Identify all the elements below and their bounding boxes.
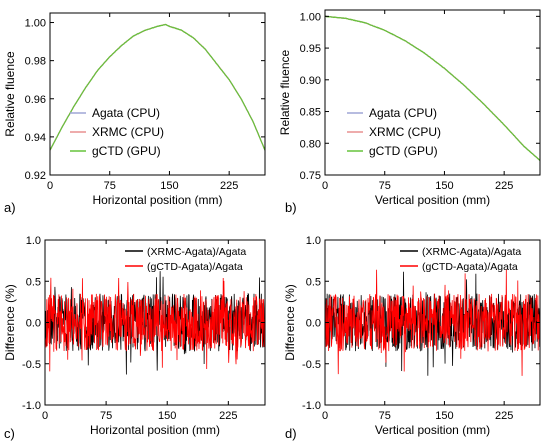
x-tick-label: 0 [42, 410, 48, 422]
x-axis-label: Horizontal position (mm) [90, 423, 220, 437]
legend-entry: (XRMC-Agata)/Agata [147, 246, 246, 258]
y-tick-label: 0.94 [25, 132, 46, 144]
panel-d: 0 75 150 225 -1.0 -0.5 0.0 0.5 1.0 Vertical posit… [283, 235, 541, 441]
y-axis-label: Relative fluence [278, 49, 292, 135]
x-tick-label: 225 [220, 180, 238, 192]
x-tick-label: 75 [379, 410, 391, 422]
y-tick-label: -0.5 [302, 359, 321, 371]
x-tick-label: 150 [435, 410, 453, 422]
y-tick-label: 0.85 [300, 107, 321, 119]
x-tick-label: 225 [495, 410, 513, 422]
y-tick-label: 1.00 [300, 11, 321, 23]
panel-c: 0 75 150 225 -1.0 -0.5 0.0 0.5 1.0 Horizontal pos… [3, 235, 266, 441]
panel-a: 0 75 150 225 0.92 0.94 0.96 0.98 1.00 Horizontal … [3, 12, 266, 215]
y-tick-label: 1.00 [25, 18, 46, 30]
legend: (XRMC-Agata)/Agata (gCTD-Agata)/Agata [125, 246, 246, 273]
series-group [325, 15, 540, 162]
y-tick-label: 0.75 [300, 170, 321, 182]
y-axis-label: Difference (%) [3, 284, 17, 360]
panel-label: c) [4, 426, 15, 441]
series-line-a-2 [50, 23, 265, 151]
x-tick-label: 150 [158, 410, 176, 422]
x-tick-label: 0 [322, 410, 328, 422]
legend-entry: gCTD (GPU) [369, 144, 438, 158]
y-tick-label: 0.0 [306, 318, 321, 330]
y-tick-label: 0.90 [300, 75, 321, 87]
legend-entry: gCTD (GPU) [92, 144, 161, 158]
legend: Agata (CPU) XRMC (CPU) gCTD (GPU) [347, 106, 441, 158]
y-tick-label: 0.95 [300, 43, 321, 55]
y-tick-label: -1.0 [22, 400, 41, 412]
x-tick-label: 150 [160, 180, 178, 192]
y-tick-label: 0.0 [26, 318, 41, 330]
y-axis-label: Difference (%) [283, 284, 297, 360]
y-tick-label: 1.0 [26, 235, 41, 247]
x-tick-label: 0 [47, 180, 53, 192]
legend-entry: Agata (CPU) [92, 106, 160, 120]
x-tick-label: 75 [104, 180, 116, 192]
legend-entry: XRMC (CPU) [92, 125, 164, 139]
x-tick-label: 225 [495, 180, 513, 192]
x-tick-label: 150 [435, 180, 453, 192]
y-tick-label: 0.98 [25, 56, 46, 68]
y-tick-label: 0.80 [300, 138, 321, 150]
legend: (XRMC-Agata)/Agata (gCTD-Agata)/Agata [400, 246, 521, 273]
x-tick-label: 75 [100, 410, 112, 422]
panel-label: d) [285, 426, 297, 441]
y-tick-label: -0.5 [22, 359, 41, 371]
x-tick-label: 75 [379, 180, 391, 192]
legend-entry: (XRMC-Agata)/Agata [422, 246, 521, 258]
plot-frame [324, 9, 541, 176]
legend-entry: (gCTD-Agata)/Agata [147, 261, 243, 273]
panel-label: a) [4, 200, 16, 215]
x-axis-label: Vertical position (mm) [375, 193, 490, 207]
y-axis-label: Relative fluence [3, 51, 17, 137]
legend-entry: (gCTD-Agata)/Agata [422, 261, 518, 273]
legend-entry: Agata (CPU) [369, 106, 437, 120]
series-line-c-1 [45, 277, 265, 372]
y-tick-label: -1.0 [302, 400, 321, 412]
panel-label: b) [285, 200, 297, 215]
y-tick-label: 0.96 [25, 94, 46, 106]
series-group [45, 271, 265, 375]
x-axis-label: Vertical position (mm) [375, 423, 490, 437]
y-tick-label: 0.5 [26, 276, 41, 288]
y-tick-label: 0.92 [25, 170, 46, 182]
series-group [50, 23, 265, 151]
x-axis-label: Horizontal position (mm) [92, 193, 222, 207]
series-group [325, 269, 540, 376]
y-tick-label: 1.0 [306, 235, 321, 247]
plot-frame [49, 12, 266, 176]
series-line-b-2 [325, 15, 540, 162]
x-tick-label: 0 [322, 180, 328, 192]
legend: Agata (CPU) XRMC (CPU) gCTD (GPU) [70, 106, 164, 158]
panel-b: 0 75 150 225 0.75 0.80 0.85 0.90 0.95 1.00 Vertica… [278, 9, 541, 215]
series-line-d-1 [325, 269, 540, 376]
x-tick-label: 225 [219, 410, 237, 422]
legend-entry: XRMC (CPU) [369, 125, 441, 139]
y-tick-label: 0.5 [306, 276, 321, 288]
